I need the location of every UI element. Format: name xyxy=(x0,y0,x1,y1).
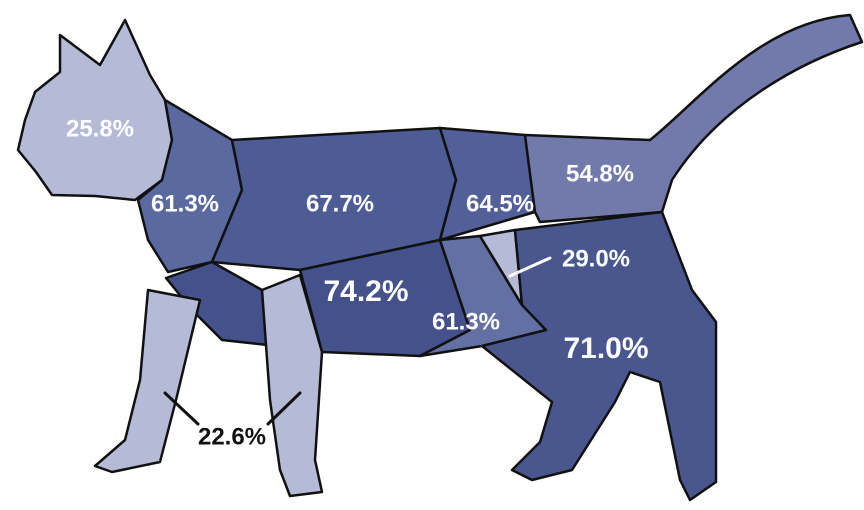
region-label: 22.6% xyxy=(198,423,266,450)
region-label: 25.8% xyxy=(66,115,134,142)
cat-diagram: 25.8% 61.3% 67.7% 64.5% 54.8% 74.2% 61.3% 29.0%… xyxy=(0,0,864,510)
region-label: 54.8% xyxy=(566,160,634,187)
region-label: 61.3% xyxy=(432,308,500,335)
region-shape xyxy=(18,20,172,200)
region-shape xyxy=(95,290,200,472)
region-label: 67.7% xyxy=(306,190,374,217)
region-label: 74.2% xyxy=(323,275,408,308)
region-label: 29.0% xyxy=(562,245,630,272)
region-label: 64.5% xyxy=(466,190,534,217)
region-back xyxy=(440,128,535,240)
region-head xyxy=(18,20,172,200)
region-label: 61.3% xyxy=(151,190,219,217)
region-rump-tail xyxy=(525,15,862,222)
page: {"regions": [ {"name": "head", "label": … xyxy=(0,0,864,510)
region-shape xyxy=(440,128,535,240)
region-label: 71.0% xyxy=(563,332,648,365)
region-shape xyxy=(525,15,862,222)
